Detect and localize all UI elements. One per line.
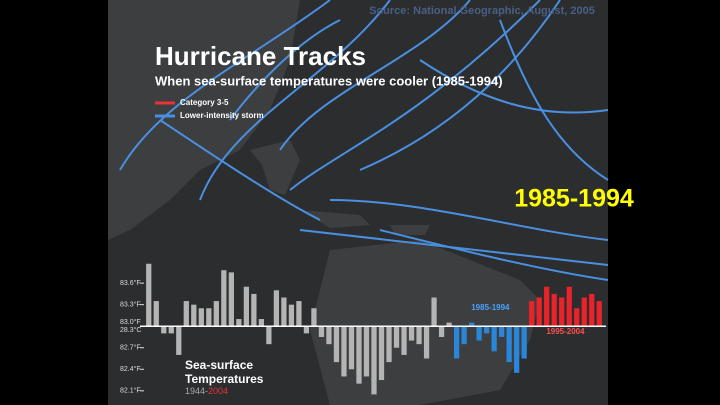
bar <box>363 326 370 377</box>
bar <box>371 326 377 395</box>
bar <box>288 304 295 327</box>
bar <box>408 326 415 341</box>
bar <box>529 301 535 327</box>
bar <box>514 326 520 373</box>
series-label: 1985-1994 <box>471 303 510 312</box>
bar <box>191 304 197 327</box>
bar <box>176 326 182 355</box>
bar <box>318 326 325 337</box>
bar <box>468 322 475 327</box>
bar <box>161 326 167 334</box>
bar <box>228 272 234 327</box>
y-tick-label: 83.3°F <box>120 301 141 309</box>
legend-label: Category 3-5 <box>180 98 229 107</box>
bar <box>243 286 249 327</box>
bar <box>453 326 460 359</box>
bar <box>491 326 497 352</box>
bar <box>153 301 159 327</box>
source: Source: National Geographic, August, 200… <box>369 5 595 17</box>
bar <box>551 293 557 327</box>
series-label: 1995-2004 <box>546 327 585 336</box>
bar <box>393 326 400 348</box>
highlight-years: 1985-1994 <box>514 185 634 213</box>
bar <box>236 319 242 327</box>
title: Hurricane Tracks <box>155 41 366 71</box>
bar <box>183 301 189 327</box>
bar <box>589 293 595 327</box>
bar <box>356 326 362 384</box>
bar <box>483 326 490 334</box>
year-range: 1944-2004 <box>185 386 228 396</box>
celsius-label: 28.3°C <box>120 326 141 334</box>
bar <box>296 301 302 327</box>
bar <box>431 297 437 327</box>
bar <box>446 322 452 327</box>
bar <box>499 326 505 337</box>
y-tick-label: 82.1°F <box>120 387 141 395</box>
bar <box>266 326 272 345</box>
bar <box>506 326 512 363</box>
legend-label: Lower-intensity storm <box>180 111 264 120</box>
bar <box>596 301 602 327</box>
bar <box>581 297 587 327</box>
bar <box>461 326 467 345</box>
chart-title: Sea-surface Temperatures <box>185 358 264 386</box>
bar <box>574 308 580 327</box>
y-tick-label: 82.7°F <box>120 344 141 352</box>
bar <box>206 308 212 327</box>
bar <box>386 326 392 363</box>
bar <box>401 326 407 355</box>
bar <box>416 326 422 345</box>
bar <box>303 326 310 334</box>
bar <box>198 308 204 327</box>
bar <box>566 286 572 327</box>
range-start: 1944- <box>185 386 208 396</box>
bar <box>273 290 280 327</box>
bar <box>251 293 257 327</box>
y-tick-label: 82.4°F <box>120 365 141 373</box>
bar <box>536 297 542 327</box>
bar <box>258 319 265 327</box>
hurricane-tracks <box>119 0 609 281</box>
bar <box>559 297 565 327</box>
bar <box>423 326 430 359</box>
bar <box>378 326 385 381</box>
y-tick-label: 83.0°F <box>120 318 141 326</box>
subtitle: When sea-surface temperatures were coole… <box>155 73 503 88</box>
bar <box>521 326 527 359</box>
bar <box>146 263 152 327</box>
bar <box>168 326 174 334</box>
bar <box>348 326 355 370</box>
y-tick-label: 83.6°F <box>120 279 141 287</box>
bar <box>544 286 550 327</box>
bar <box>333 326 340 363</box>
bar <box>281 297 287 327</box>
bar <box>341 326 347 377</box>
bar <box>213 301 219 327</box>
bar <box>326 326 332 345</box>
range-end: 2004 <box>208 386 228 396</box>
bar <box>311 308 317 327</box>
bar <box>438 326 445 337</box>
bar <box>476 326 482 341</box>
bar <box>221 270 227 327</box>
